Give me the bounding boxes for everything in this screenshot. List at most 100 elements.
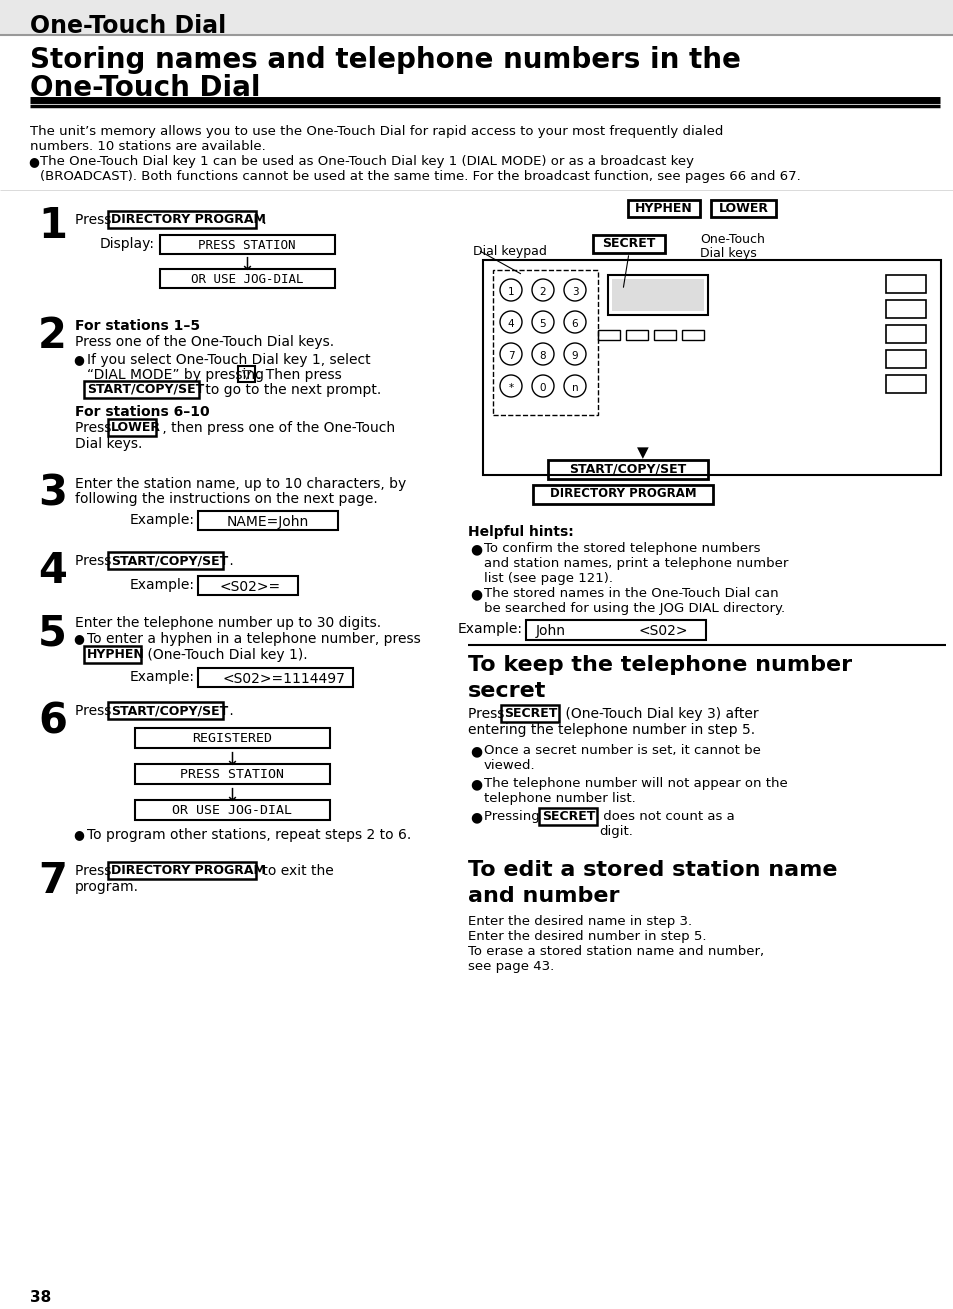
Text: numbers. 10 stations are available.: numbers. 10 stations are available. [30, 140, 266, 153]
Text: John: John [536, 624, 565, 637]
Text: Once a secret number is set, it cannot be
viewed.: Once a secret number is set, it cannot b… [483, 744, 760, 772]
Text: The One-Touch Dial key 1 can be used as One-Touch Dial key 1 (DIAL MODE) or as a: The One-Touch Dial key 1 can be used as … [40, 154, 693, 168]
Bar [108, 419, 156, 436]
Text: Press: Press [468, 707, 508, 721]
Text: Helpful hints:: Helpful hints: [468, 525, 573, 539]
Text: “DIAL MODE” by pressing: “DIAL MODE” by pressing [87, 368, 268, 382]
Text: ▽: ▽ [242, 368, 252, 381]
Text: 38: 38 [30, 1289, 51, 1305]
Text: 5: 5 [539, 319, 546, 329]
Text: *: * [508, 384, 513, 393]
Text: Enter the desired name in step 3.
Enter the desired number in step 5.
To erase a: Enter the desired name in step 3. Enter … [468, 915, 763, 973]
Text: 5: 5 [38, 613, 67, 654]
Text: Enter the station name, up to 10 characters, by: Enter the station name, up to 10 charact… [75, 476, 406, 491]
Text: (One-Touch Dial key 3) after: (One-Touch Dial key 3) after [560, 707, 758, 721]
Bar [681, 330, 703, 340]
Bar [108, 552, 223, 569]
Text: ●: ● [28, 154, 39, 168]
Text: REGISTERED: REGISTERED [192, 732, 272, 745]
Bar [108, 863, 255, 880]
Bar [0, 0, 953, 35]
Bar [654, 330, 676, 340]
Text: , then press one of the One-Touch: , then press one of the One-Touch [158, 421, 395, 435]
Text: entering the telephone number in step 5.: entering the telephone number in step 5. [468, 723, 755, 737]
Text: Example:: Example: [130, 513, 194, 528]
Text: Press: Press [75, 554, 115, 568]
Bar [607, 275, 707, 315]
Bar [482, 260, 940, 475]
Text: 9: 9 [571, 351, 578, 361]
Text: For stations 6–10: For stations 6–10 [75, 404, 210, 419]
Text: To edit a stored station name: To edit a stored station name [468, 860, 837, 880]
Text: START/COPY/SET: START/COPY/SET [111, 554, 228, 567]
Bar [885, 325, 925, 343]
Text: OR USE JOG-DIAL: OR USE JOG-DIAL [172, 804, 292, 817]
Text: HYPHEN: HYPHEN [635, 202, 692, 215]
Text: Enter the telephone number up to 30 digits.: Enter the telephone number up to 30 digi… [75, 617, 381, 630]
Text: START/COPY/SET: START/COPY/SET [111, 704, 228, 717]
Text: 6: 6 [38, 700, 67, 742]
Bar [598, 330, 619, 340]
Text: ●: ● [470, 778, 481, 791]
Text: (One-Touch Dial key 1).: (One-Touch Dial key 1). [143, 648, 307, 662]
Bar [135, 764, 330, 784]
Text: (BROADCAST). Both functions cannot be used at the same time. For the broadcast f: (BROADCAST). Both functions cannot be us… [40, 170, 800, 183]
Text: 1: 1 [38, 206, 67, 247]
Text: START/COPY/SET: START/COPY/SET [87, 384, 204, 397]
Bar [198, 576, 297, 596]
Text: and number: and number [468, 886, 618, 906]
Bar [547, 459, 707, 479]
Text: To keep the telephone number: To keep the telephone number [468, 654, 851, 675]
Text: For stations 1–5: For stations 1–5 [75, 319, 200, 332]
Bar [593, 236, 664, 253]
Bar [108, 211, 255, 228]
Text: 1: 1 [507, 287, 514, 297]
Text: 4: 4 [38, 550, 67, 592]
Bar [627, 200, 700, 217]
Text: .: . [225, 704, 233, 719]
Text: Press one of the One-Touch Dial keys.: Press one of the One-Touch Dial keys. [75, 335, 334, 350]
Bar [84, 647, 141, 662]
Text: To confirm the stored telephone numbers
and station names, print a telephone num: To confirm the stored telephone numbers … [483, 542, 787, 585]
Text: ●: ● [470, 810, 481, 823]
Bar [237, 367, 254, 382]
Text: <S02>: <S02> [638, 624, 687, 637]
Text: . Then press: . Then press [256, 368, 341, 382]
Text: 3: 3 [571, 287, 578, 297]
Text: ●: ● [470, 744, 481, 758]
Bar [160, 236, 335, 254]
Text: <S02>=: <S02>= [220, 580, 281, 594]
Text: following the instructions on the next page.: following the instructions on the next p… [75, 492, 377, 507]
Text: 7: 7 [38, 860, 67, 902]
Text: ↓: ↓ [224, 787, 239, 805]
Bar [612, 279, 703, 312]
Text: program.: program. [75, 880, 139, 894]
Text: secret: secret [468, 681, 546, 702]
Text: ↓: ↓ [239, 257, 254, 274]
Text: 2: 2 [539, 287, 546, 297]
Text: .: . [257, 213, 267, 226]
Text: LOWER: LOWER [111, 421, 161, 435]
Text: If you select One-Touch Dial key 1, select: If you select One-Touch Dial key 1, sele… [87, 353, 370, 367]
Text: Storing names and telephone numbers in the: Storing names and telephone numbers in t… [30, 46, 740, 75]
Text: One-Touch Dial: One-Touch Dial [30, 14, 226, 38]
Text: ●: ● [73, 632, 84, 645]
Text: DIRECTORY PROGRAM: DIRECTORY PROGRAM [549, 487, 696, 500]
Text: 4: 4 [507, 319, 514, 329]
Text: 8: 8 [539, 351, 546, 361]
Text: HYPHEN: HYPHEN [87, 648, 145, 661]
Text: PRESS STATION: PRESS STATION [180, 768, 284, 781]
Text: Pressing: Pressing [483, 810, 543, 823]
Bar [493, 270, 598, 415]
Text: does not count as a
digit.: does not count as a digit. [598, 810, 734, 838]
Text: ●: ● [73, 353, 84, 367]
Text: SECRET: SECRET [503, 707, 557, 720]
Text: One-Touch Dial: One-Touch Dial [30, 75, 260, 102]
Text: Example:: Example: [457, 622, 522, 636]
Bar [533, 486, 712, 504]
Bar [198, 511, 337, 530]
Text: <S02>=1114497: <S02>=1114497 [223, 672, 346, 686]
Bar [500, 706, 558, 723]
Text: DIRECTORY PROGRAM: DIRECTORY PROGRAM [111, 864, 266, 877]
Text: 3: 3 [38, 473, 67, 514]
